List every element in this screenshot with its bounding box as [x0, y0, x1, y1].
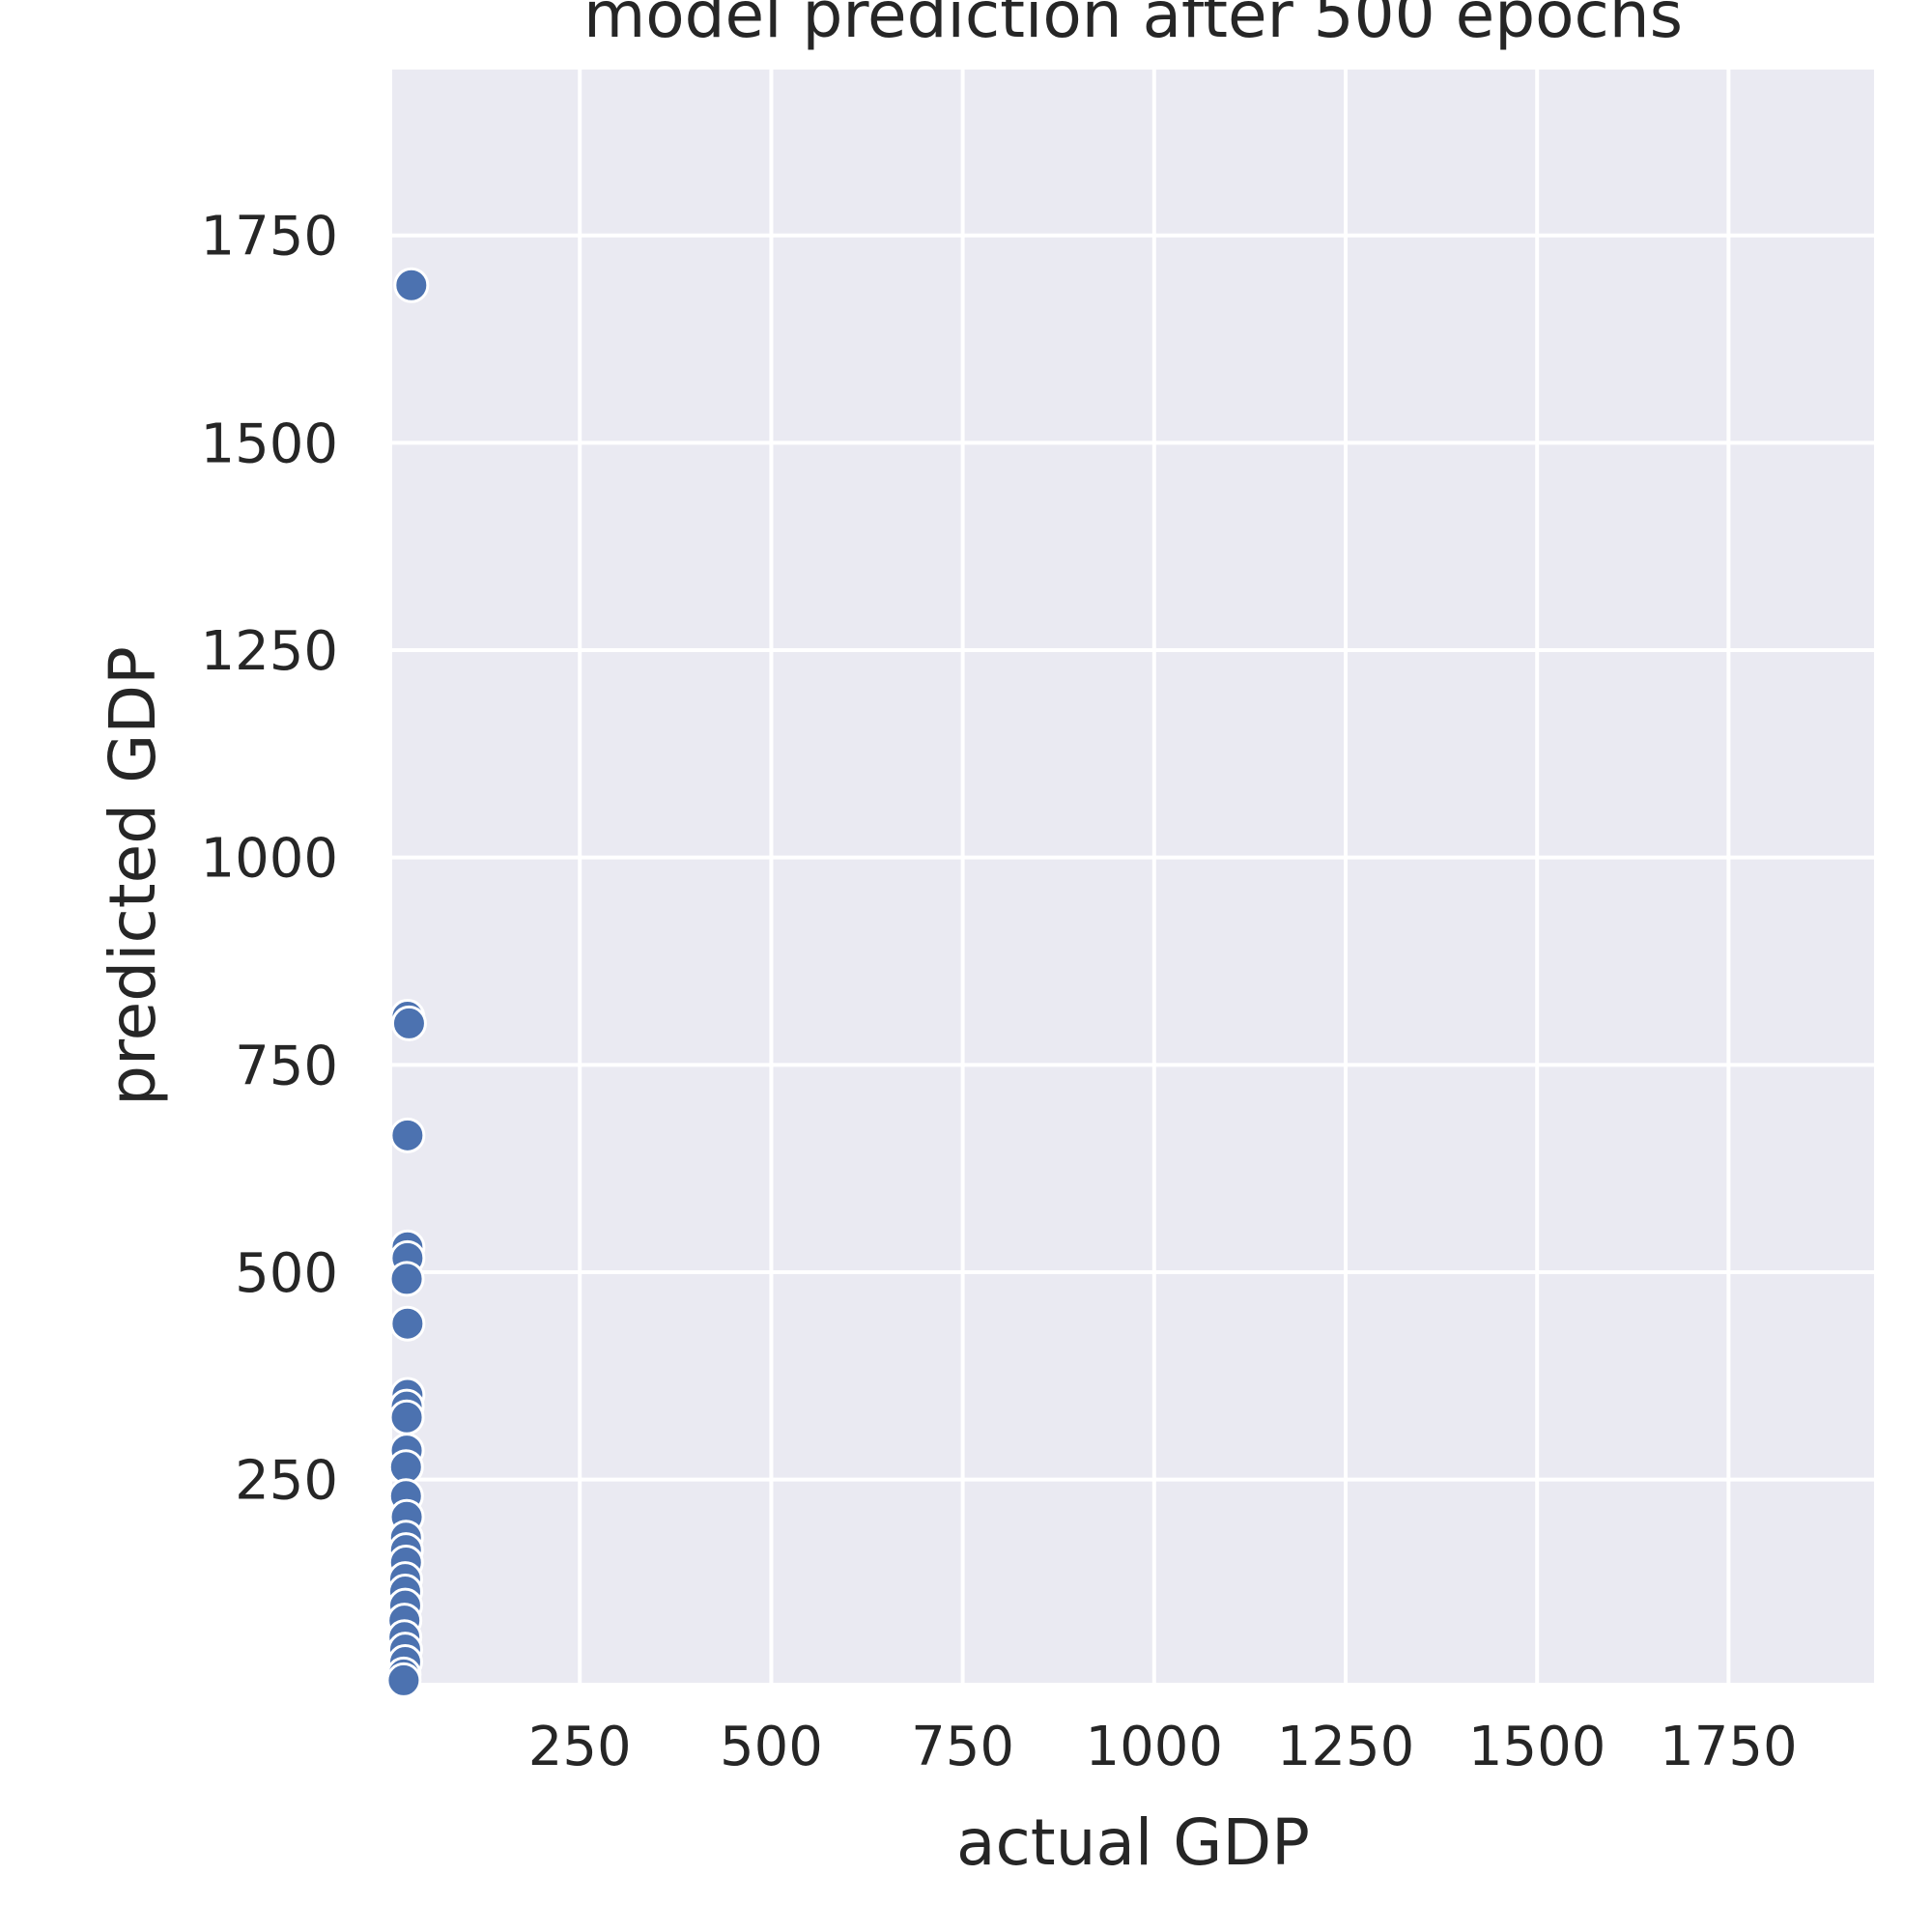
data-point: [388, 1261, 425, 1297]
scatter-points: [385, 267, 430, 1698]
x-tick-label: 1000: [1086, 1716, 1224, 1778]
x-tick-label: 750: [911, 1716, 1014, 1778]
y-tick-label: 500: [235, 1242, 338, 1305]
data-point: [393, 267, 430, 303]
y-tick-label: 750: [235, 1035, 338, 1097]
x-tick-label: 250: [528, 1716, 632, 1778]
x-tick-label: 1750: [1660, 1716, 1798, 1778]
plot-area: [392, 70, 1874, 1683]
x-tick-label: 1500: [1468, 1716, 1606, 1778]
grid-lines: [392, 70, 1874, 1683]
x-tick-label: 1250: [1277, 1716, 1415, 1778]
data-point: [389, 1305, 426, 1342]
y-axis-ticks: 250 500 750 1000 1250 1500 1750: [200, 206, 338, 1513]
x-tick-label: 500: [720, 1716, 823, 1778]
x-axis-ticks: 250 500 750 1000 1250 1500 1750: [528, 1716, 1798, 1778]
y-axis-label: predicted GDP: [96, 646, 170, 1106]
y-tick-label: 1500: [200, 412, 338, 475]
y-tick-label: 1000: [200, 828, 338, 891]
y-tick-label: 250: [235, 1450, 338, 1513]
y-tick-label: 1750: [200, 206, 338, 269]
data-point: [388, 1399, 425, 1435]
data-point: [390, 1005, 427, 1041]
data-point: [385, 1662, 422, 1698]
data-point: [389, 1117, 426, 1153]
chart-title: model prediction after 500 epochs: [583, 0, 1683, 52]
y-tick-label: 1250: [200, 620, 338, 683]
x-axis-label: actual GDP: [956, 1805, 1310, 1880]
